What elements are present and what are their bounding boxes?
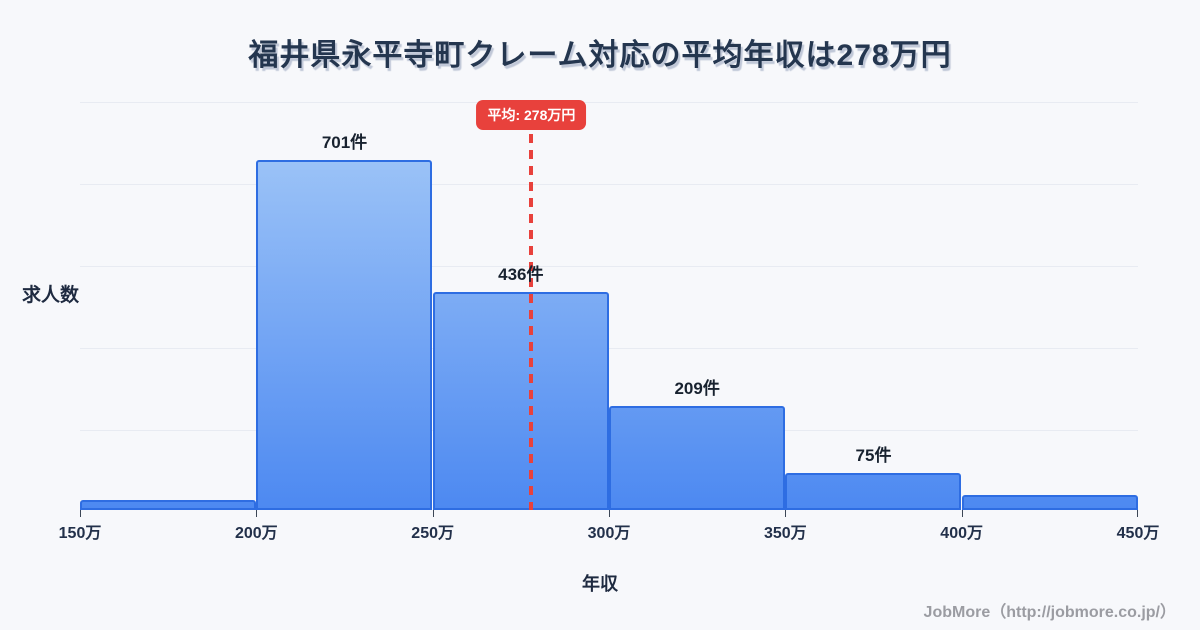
- histogram-bar: [256, 160, 432, 510]
- x-axis-tick: [785, 510, 787, 517]
- plot-area: 701件 436件 209件 75件 150万 200万 250万 300万 350万 400万 4…: [59, 102, 1159, 542]
- x-axis-tick: [961, 510, 963, 517]
- footer-credit: JobMore（http://jobmore.co.jp/）: [923, 604, 1176, 621]
- histogram-bar: [80, 500, 256, 510]
- x-axis-tick: [609, 510, 610, 517]
- bar-value-label: 209件: [674, 379, 720, 398]
- histogram-bar: [785, 473, 961, 510]
- x-axis-tick: [432, 510, 434, 517]
- x-axis-tick-label: 200万: [234, 525, 278, 542]
- bar-value-label: 75件: [855, 446, 892, 465]
- bar-value-label: 436件: [498, 265, 544, 284]
- x-axis-tick-label: 450万: [1116, 525, 1160, 542]
- x-axis-tick: [1137, 510, 1138, 517]
- average-badge: 平均: 278万円: [476, 100, 587, 130]
- y-axis-title: 求人数: [22, 285, 80, 306]
- gridline: [80, 184, 1138, 185]
- x-axis-tick-label: 250万: [411, 525, 455, 542]
- chart-title: 福井県永平寺町クレーム対応の平均年収は278万円: [248, 39, 952, 72]
- average-line: [529, 134, 534, 510]
- x-axis-tick-label: 300万: [587, 525, 631, 542]
- x-axis-title: 年収: [582, 574, 618, 594]
- x-axis-tick-label: 400万: [940, 525, 984, 542]
- gridline: [80, 348, 1138, 349]
- gridline: [80, 102, 1138, 103]
- x-axis-tick: [256, 510, 258, 517]
- bar-value-label: 701件: [321, 133, 368, 152]
- gridline: [80, 266, 1138, 267]
- histogram-bar: [962, 495, 1138, 510]
- x-axis-tick-label: 350万: [763, 525, 807, 542]
- x-axis-tick: [80, 510, 81, 517]
- histogram-bar: [433, 292, 609, 510]
- histogram-bar: [609, 406, 785, 510]
- x-axis-tick-label: 150万: [58, 525, 102, 542]
